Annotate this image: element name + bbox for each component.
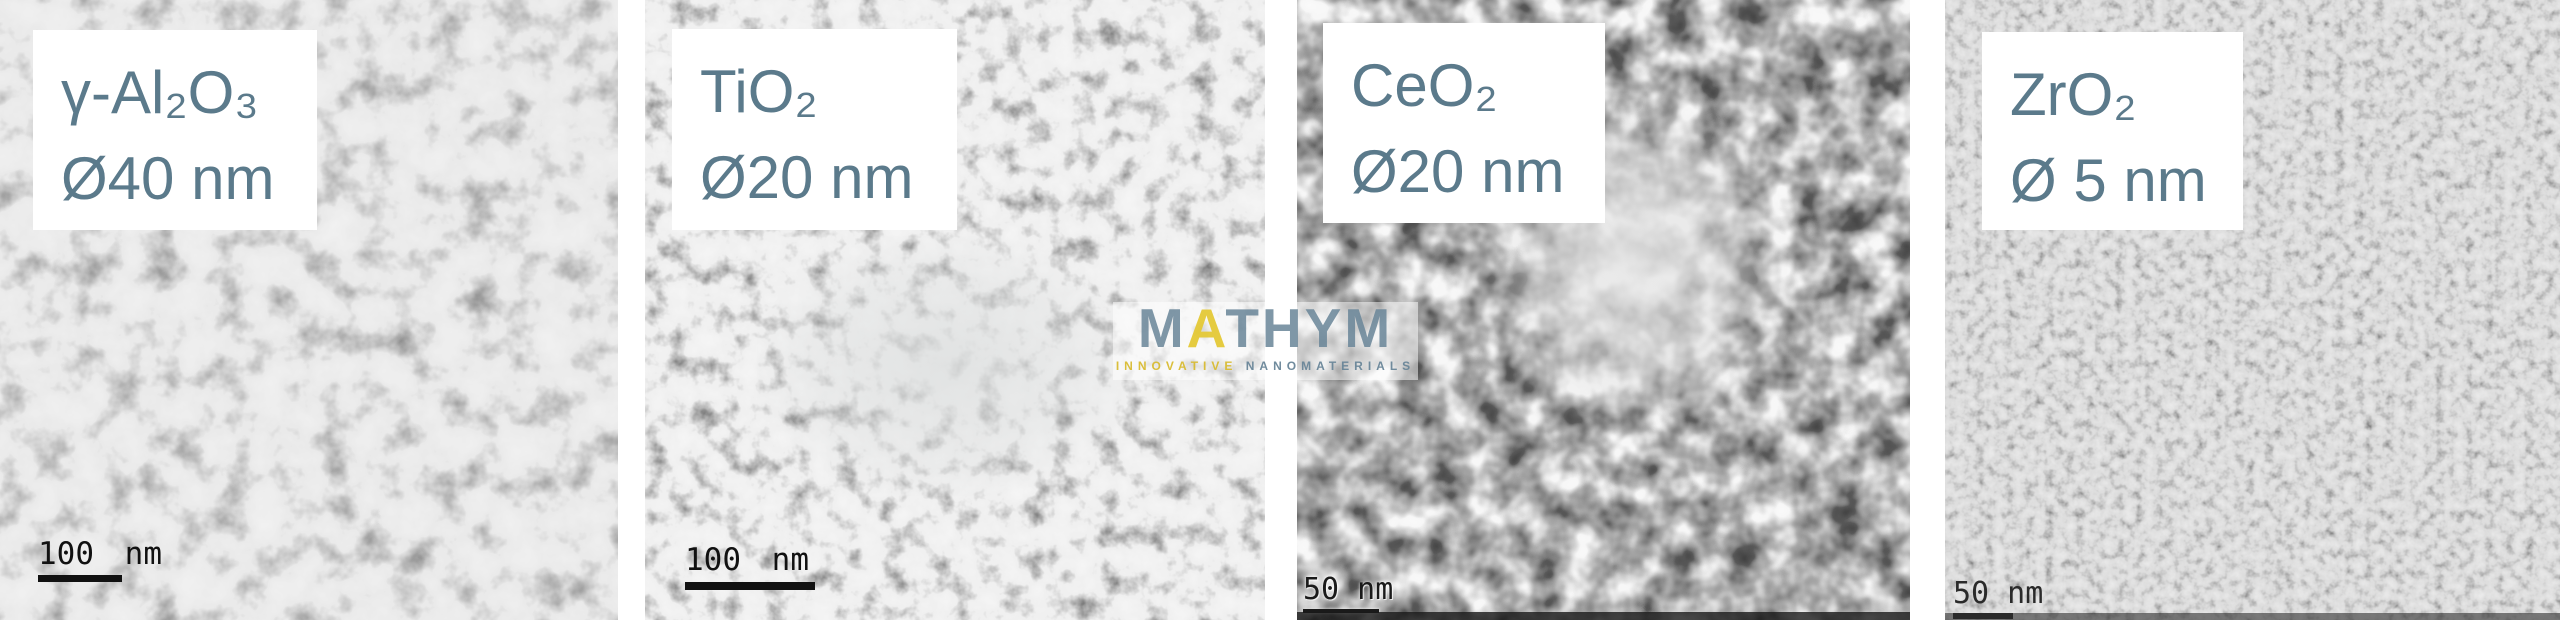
scale-bar-label: 50 nm [1303, 572, 1394, 607]
scale-bar-line [685, 582, 815, 590]
material-label-box: ZrO₂ Ø 5 nm [1982, 32, 2243, 230]
material-label-box: γ-Al₂O₃ Ø40 nm [33, 30, 317, 230]
material-name: γ-Al₂O₃ [61, 59, 259, 126]
scale-bar: 100 nm [685, 542, 815, 590]
brand-letter-m: M [1137, 297, 1187, 359]
particle-diameter: Ø40 nm [61, 145, 275, 212]
particle-diameter: Ø20 nm [1351, 138, 1565, 205]
brand-letter-a-accent: A [1186, 297, 1226, 359]
particle-diameter: Ø 5 nm [2010, 147, 2207, 214]
material-name: TiO₂ [700, 58, 818, 125]
watermark-tagline: INNOVATIVE NANOMATERIALS [1116, 359, 1415, 373]
material-label-box: CeO₂ Ø20 nm [1323, 23, 1605, 223]
tagline-innovative: INNOVATIVE [1115, 359, 1238, 373]
image-bottom-edge [1945, 613, 2560, 620]
image-bottom-edge [1297, 612, 1910, 620]
scale-bar: 50 nm [1303, 572, 1393, 613]
material-name: ZrO₂ [2010, 61, 2137, 128]
tem-panel-zro2: ZrO₂ Ø 5 nm 50 nm [1945, 0, 2560, 620]
material-label-box: TiO₂ Ø20 nm [672, 29, 957, 230]
brand-letters-thym: THYM [1225, 297, 1394, 359]
particle-diameter: Ø20 nm [700, 144, 914, 211]
scale-bar-line [38, 575, 122, 582]
scale-bar-label: 100 nm [38, 536, 162, 572]
tagline-nanomaterials: NANOMATERIALS [1245, 359, 1416, 373]
scale-bar-label: 50 nm [1953, 576, 2044, 611]
mathym-logo-text: MATHYM [1138, 301, 1393, 356]
tagline-spacer [1237, 359, 1245, 373]
material-name: CeO₂ [1351, 52, 1498, 119]
scale-bar: 100 nm [38, 536, 162, 582]
scale-bar-label: 100 nm [685, 542, 809, 578]
tem-panel-gamma-al2o3: γ-Al₂O₃ Ø40 nm 100 nm [0, 0, 618, 620]
mathym-watermark: MATHYM INNOVATIVE NANOMATERIALS [1113, 301, 1418, 380]
scale-bar-line [1303, 609, 1379, 613]
